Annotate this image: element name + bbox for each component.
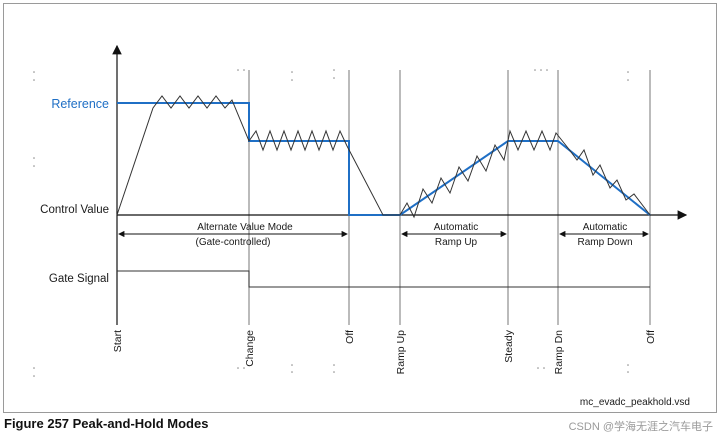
marker-label-rampup: Ramp Up (395, 330, 407, 375)
gate-signal-line (117, 270, 650, 288)
decorative-dots (33, 69, 629, 377)
marker-label-off2: Off (645, 330, 657, 344)
file-label: mc_evadc_peakhold.vsd (580, 397, 690, 408)
marker-label-steady: Steady (503, 329, 515, 362)
marker-label-rampdn: Ramp Dn (553, 330, 565, 375)
figure-caption: Figure 257 Peak-and-Hold Modes (4, 416, 209, 431)
ramp-up-label-2: Ramp Up (435, 237, 478, 248)
control-value-label: Control Value (40, 204, 109, 216)
reference-label: Reference (51, 97, 109, 111)
ramp-down-label-2: Ramp Down (577, 237, 632, 248)
figure-frame (3, 3, 717, 413)
marker-label-start: Start (112, 330, 124, 352)
ramp-down-label-1: Automatic (583, 222, 627, 233)
marker-label-off1: Off (344, 330, 356, 344)
reference-line (117, 102, 651, 216)
ramp-up-label-1: Automatic (434, 222, 478, 233)
time-marker-labels: Start Change Off Ramp Up Steady Ramp Dn … (112, 329, 657, 374)
watermark: CSDN @学海无涯之汽车电子 (568, 421, 713, 433)
gate-signal-label: Gate Signal (49, 273, 109, 285)
control-value-curve (116, 95, 651, 219)
alternate-mode-label-2: (Gate-controlled) (195, 237, 270, 248)
marker-label-change: Change (244, 330, 256, 367)
alternate-mode-label-1: Alternate Value Mode (197, 222, 293, 233)
